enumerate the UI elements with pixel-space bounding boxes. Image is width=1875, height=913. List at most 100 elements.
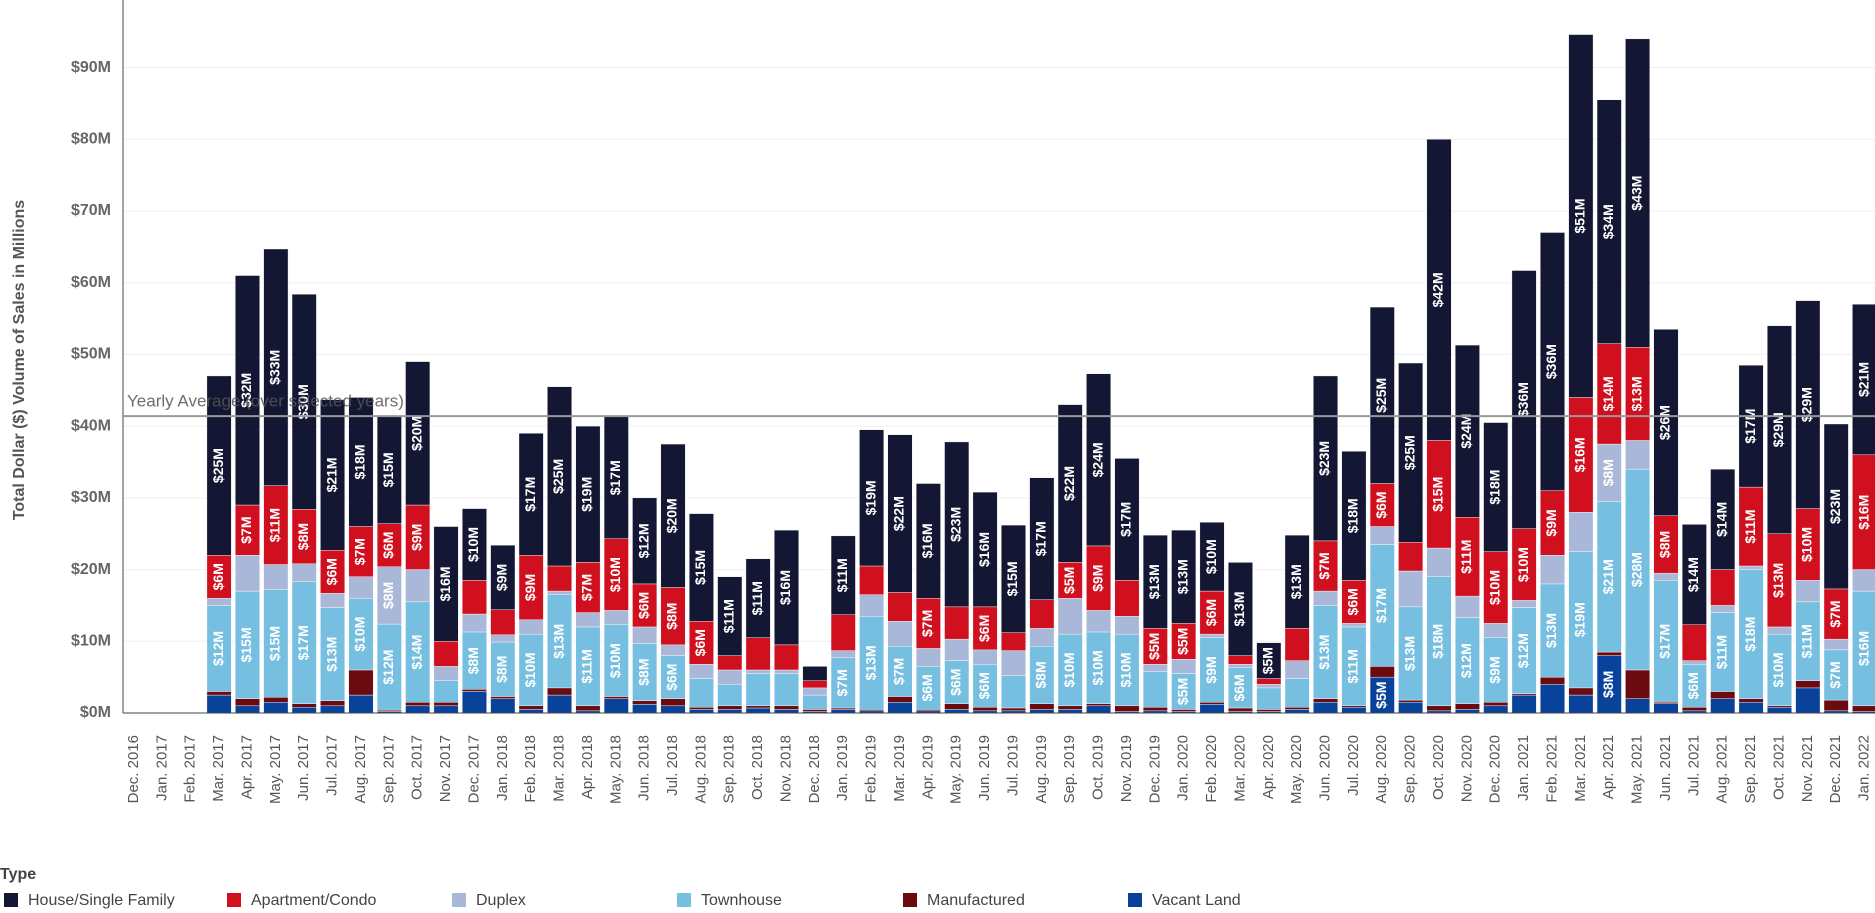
x-tick-label: Apr. 2020 [1260, 735, 1277, 799]
data-label: $30M [295, 384, 311, 419]
bar-segment [944, 441, 970, 608]
x-tick-label: Sep. 2017 [380, 735, 397, 803]
bar-segment [376, 709, 402, 712]
bar-segment [1454, 517, 1480, 597]
data-label: $7M [834, 669, 850, 696]
bar-segment [1738, 698, 1764, 703]
x-tick-label: Jan. 2021 [1515, 735, 1532, 801]
bar-segment [1057, 562, 1083, 599]
bar-segment [405, 702, 431, 707]
legend-swatch [677, 893, 691, 907]
bar-segment [1284, 534, 1310, 629]
data-label: $10M [1089, 650, 1105, 685]
data-label: $10M [1799, 527, 1815, 562]
bar-segment [660, 655, 686, 699]
bar-segment [1511, 528, 1537, 601]
bar-segment [1596, 651, 1622, 656]
data-label: $13M [1543, 613, 1559, 648]
data-label: $43M [1628, 176, 1644, 211]
bar-segment [1228, 655, 1253, 665]
data-label: $6M [664, 664, 680, 691]
bar-segment [944, 660, 970, 704]
bar-segment [1767, 707, 1792, 714]
data-label: $29M [1770, 412, 1786, 447]
bar-segment [632, 626, 658, 644]
bar-segment [291, 581, 317, 704]
bar-segment [1426, 576, 1452, 707]
data-label: $10M [1515, 547, 1531, 582]
data-label: $11M [1458, 540, 1474, 574]
bar-segment [1228, 664, 1253, 669]
data-label: $16M [777, 570, 793, 605]
x-tick-label: Nov. 2018 [777, 735, 794, 802]
bar-segment [1823, 699, 1849, 712]
x-tick-label: Dec. 2016 [125, 735, 142, 803]
bar-segment [1171, 529, 1197, 624]
bar-segment [1653, 329, 1679, 516]
bar-segment [1596, 443, 1622, 502]
bar-segment [1795, 687, 1821, 714]
data-label: $20M [408, 416, 424, 451]
data-label: $10M [522, 652, 538, 687]
x-tick-label: Jan. 2017 [153, 735, 170, 801]
data-label: $11M [720, 599, 736, 633]
bar-segment [433, 526, 459, 642]
bar-segment [717, 705, 743, 710]
data-label: $21M [1600, 559, 1616, 594]
bar-segment [774, 709, 799, 714]
bar-segment [1057, 598, 1083, 635]
bar-segment [1228, 667, 1253, 709]
bar-segment [1852, 304, 1875, 456]
x-tick-label: Jan. 2022 [1856, 735, 1873, 801]
bar-segment [575, 626, 601, 707]
data-label: $9M [1486, 656, 1502, 683]
data-label: $13M [1174, 559, 1190, 594]
bar-segment [1540, 232, 1565, 491]
x-tick-label: May. 2020 [1288, 735, 1305, 804]
y-tick-label: $10M [71, 633, 111, 650]
bar-segment [1426, 440, 1452, 549]
x-tick-label: Nov. 2019 [1118, 735, 1135, 802]
bar-segment [433, 705, 459, 714]
bar-segment [859, 565, 885, 595]
bar-segment [1738, 702, 1764, 714]
bar-segment [1795, 300, 1821, 509]
bar-segment [1029, 599, 1055, 629]
bar-segment [1710, 691, 1736, 699]
bar-segment [802, 709, 828, 712]
bar-segment [320, 593, 345, 608]
bar-segment [774, 673, 799, 707]
bar-segment [263, 702, 289, 714]
bar-segment [1483, 623, 1509, 638]
bar-segment [433, 666, 459, 681]
bar-segment [1341, 705, 1367, 708]
data-label: $8M [1600, 459, 1616, 486]
x-tick-label: Jun. 2021 [1657, 735, 1674, 801]
legend-label: Duplex [476, 892, 526, 909]
data-label: $26M [1657, 405, 1673, 440]
data-label: $7M [1316, 552, 1332, 579]
data-label: $12M [635, 523, 651, 558]
data-label: $16M [976, 532, 992, 567]
bar-segment [1313, 605, 1338, 699]
bar-segment [1681, 660, 1707, 665]
bar-segment [830, 657, 856, 709]
data-label: $25M [210, 448, 226, 483]
bar-segment [972, 649, 998, 665]
bar-segment [462, 689, 487, 692]
data-label: $10M [1118, 652, 1134, 687]
bar-segment [1284, 628, 1310, 661]
bar-segment [1029, 628, 1055, 647]
data-label: $16M [437, 566, 453, 601]
bar-segment [1341, 626, 1367, 707]
bar-segment [263, 589, 289, 698]
data-label: $10M [1486, 570, 1502, 605]
bar-segment [660, 443, 686, 588]
legend-title: Type [0, 866, 36, 883]
data-label: $12M [1458, 643, 1474, 678]
x-tick-label: May. 2017 [267, 735, 284, 804]
data-label: $12M [210, 631, 226, 666]
bar-segment [1681, 524, 1707, 625]
bar-segment [348, 694, 374, 714]
bar-segment [1199, 590, 1225, 635]
